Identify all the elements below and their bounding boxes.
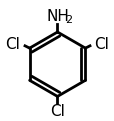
Text: Cl: Cl: [94, 37, 109, 52]
Text: 2: 2: [64, 15, 71, 25]
Text: Cl: Cl: [5, 37, 20, 52]
Text: NH: NH: [46, 9, 68, 24]
Text: Cl: Cl: [50, 104, 64, 119]
